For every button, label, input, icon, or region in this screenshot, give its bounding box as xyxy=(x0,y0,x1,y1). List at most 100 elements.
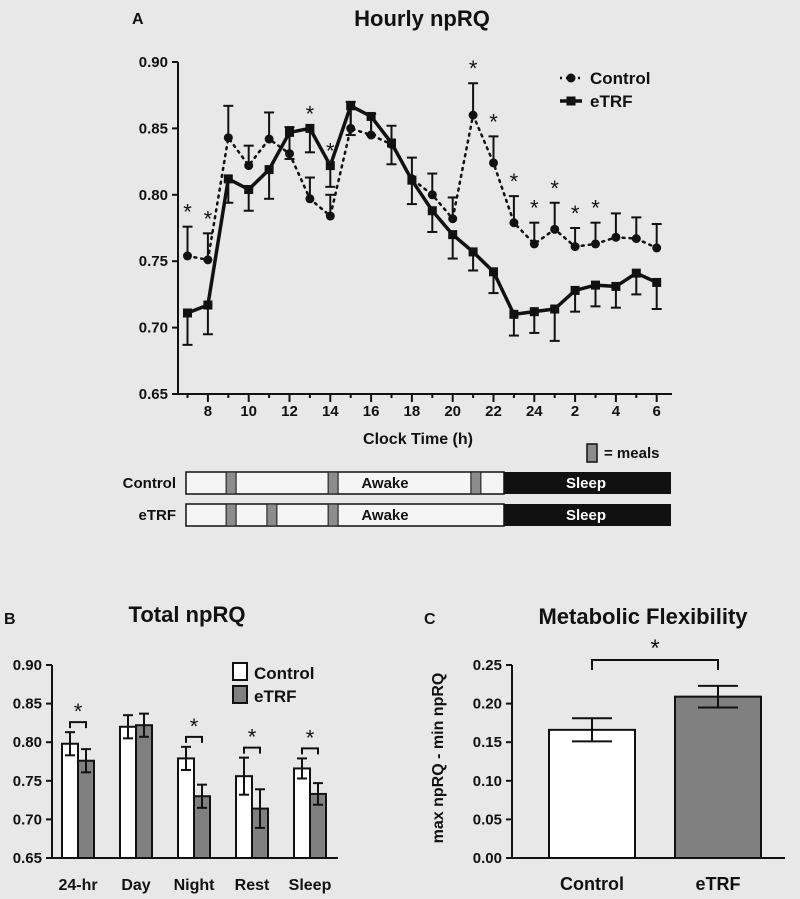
panel-a-control-point xyxy=(448,214,458,224)
panel-b-category-label: Sleep xyxy=(289,877,332,894)
panel-b-significance-star: * xyxy=(74,699,83,724)
panel-a-control-point xyxy=(325,211,335,221)
panel-b-bar-control xyxy=(119,725,137,860)
panel-a-xtick-label: 22 xyxy=(485,403,502,420)
panel-a-etrf-point xyxy=(325,161,335,171)
panel-b-significance-star: * xyxy=(306,725,315,750)
panel-c-title: Metabolic Flexibility xyxy=(538,604,748,629)
panel-a-significance-star: * xyxy=(571,201,580,226)
panel-b-category-label: Night xyxy=(174,877,216,894)
panel-c-ytick-label: 0.05 xyxy=(473,811,502,828)
panel-a-etrf-point xyxy=(427,206,437,216)
panel-c-ytick-label: 0.15 xyxy=(473,734,502,751)
panel-a-etrf-point xyxy=(550,304,560,314)
panel-a-control-point xyxy=(529,239,539,249)
panel-a-xtick-label: 8 xyxy=(204,403,212,420)
panel-a-etrf-point xyxy=(407,175,417,185)
panel-a-control-point xyxy=(570,242,580,252)
panel-a-significance-star: * xyxy=(469,56,478,81)
panel-b-significance-bracket xyxy=(185,735,203,743)
panel-b-plot: 0.65 0.70 0.75 0.80 0.85 0.90 24-hr * Day Night * R… xyxy=(13,657,338,894)
panel-b-letter: B xyxy=(4,611,16,628)
legend-control-label: Control xyxy=(590,69,650,88)
panel-a-etrf-point xyxy=(529,307,539,317)
panel-a-ytick-label: 0.70 xyxy=(139,320,168,337)
panel-a-etrf-point xyxy=(387,138,396,148)
panel-c-ytick-label: 0.20 xyxy=(473,696,502,713)
legend-etrf-label: eTRF xyxy=(590,92,633,111)
panel-a-xtick-label: 2 xyxy=(571,403,579,420)
panel-a-xtick-label: 4 xyxy=(612,403,621,420)
panel-a-etrf-point xyxy=(591,280,600,290)
panel-a-ytick-label: 0.90 xyxy=(139,54,168,71)
panel-a-significance-star: * xyxy=(510,169,519,194)
panel-a-significance-star: * xyxy=(489,109,498,134)
panel-a-xtick-label: 16 xyxy=(363,403,380,420)
panel-a-etrf-point xyxy=(570,285,580,295)
panel-b-legend-etrf-label: eTRF xyxy=(254,687,297,706)
panel-b-significance-star: * xyxy=(190,714,199,739)
panel-a-significance-star: * xyxy=(530,196,539,221)
panel-a-etrf-point xyxy=(203,300,213,310)
panel-a-ytick-label: 0.65 xyxy=(139,386,168,403)
panel-a-control-line xyxy=(186,110,658,262)
panel-b-bar-control xyxy=(61,742,79,860)
panel-a-etrf-point xyxy=(366,111,376,121)
panel-b-ytick-label: 0.65 xyxy=(13,850,42,867)
timeline-etrf-label: eTRF xyxy=(139,507,177,524)
timeline-etrf-meal-marker xyxy=(225,503,237,527)
panel-a-etrf-point xyxy=(244,184,254,194)
timeline-control-meal-marker xyxy=(327,471,339,495)
panel-c-significance-star: * xyxy=(650,635,659,662)
panel-a-etrf-point xyxy=(285,127,294,137)
panel-a-letter: A xyxy=(132,11,144,28)
panel-c-category-label: Control xyxy=(560,874,624,894)
panel-a-significance-star: * xyxy=(326,139,335,164)
panel-a-etrf-point xyxy=(264,165,274,175)
panel-a-control-point xyxy=(631,234,641,244)
panel-a-significance-star: * xyxy=(550,176,559,201)
timeline-control-meal-marker xyxy=(225,471,237,495)
panel-a-xlabel: Clock Time (h) xyxy=(363,431,473,448)
panel-a-control-point xyxy=(223,133,233,143)
meal-timelines: = meals Control Awake Sleep eTRF Awake Sleep xyxy=(123,443,671,527)
timeline-control-sleep-bar xyxy=(504,472,671,494)
panel-a-etrf-point xyxy=(611,281,621,291)
panel-c-significance-bracket xyxy=(591,659,719,670)
panel-a-control-point xyxy=(427,190,437,200)
timeline-etrf-sleep-bar xyxy=(504,504,671,526)
panel-c-ytick-label: 0.00 xyxy=(473,850,502,867)
panel-a-xtick-label: 12 xyxy=(281,403,298,420)
panel-a-ytick-label: 0.85 xyxy=(139,120,168,137)
legend-etrf-marker xyxy=(566,96,576,106)
panel-a-significance-star: * xyxy=(183,200,192,225)
panel-a-etrf-point xyxy=(448,230,458,240)
panel-a-etrf-point xyxy=(183,308,192,318)
meal-key-swatch xyxy=(586,443,598,463)
panel-b-ytick-label: 0.80 xyxy=(13,734,42,751)
panel-a-control-point xyxy=(305,194,315,204)
timeline-control-meal-marker xyxy=(470,471,482,495)
panel-a-title: Hourly npRQ xyxy=(354,6,490,31)
timeline-etrf-meal-marker xyxy=(266,503,278,527)
panel-b-bar-etrf xyxy=(135,724,153,859)
panel-b-legend-control-swatch xyxy=(232,662,248,681)
panel-b-bar-control xyxy=(177,757,195,859)
panel-a-xtick-label: 18 xyxy=(404,403,421,420)
panel-a-control-point xyxy=(183,251,192,261)
panel-a-control-point xyxy=(509,218,519,228)
panel-b-ytick-label: 0.90 xyxy=(13,657,42,674)
panel-a-xtick-label: 10 xyxy=(240,403,257,420)
panel-a-etrf-point xyxy=(346,101,356,111)
panel-a-etrf-point xyxy=(631,268,641,278)
panel-b-legend-control-label: Control xyxy=(254,664,314,683)
timeline-etrf-awake-label: Awake xyxy=(361,507,408,524)
panel-a-etrf-point xyxy=(468,247,478,257)
panel-c-category-label: eTRF xyxy=(696,874,741,894)
panel-a-etrf-point xyxy=(305,123,315,133)
panel-a-significance-star: * xyxy=(204,206,213,231)
panel-a-control-point xyxy=(652,243,662,253)
panel-a-plot: 0.650.700.750.800.850.908 10 12 14 16 18 20 22 2… xyxy=(139,54,672,420)
panel-a-significance-star: * xyxy=(306,101,315,126)
